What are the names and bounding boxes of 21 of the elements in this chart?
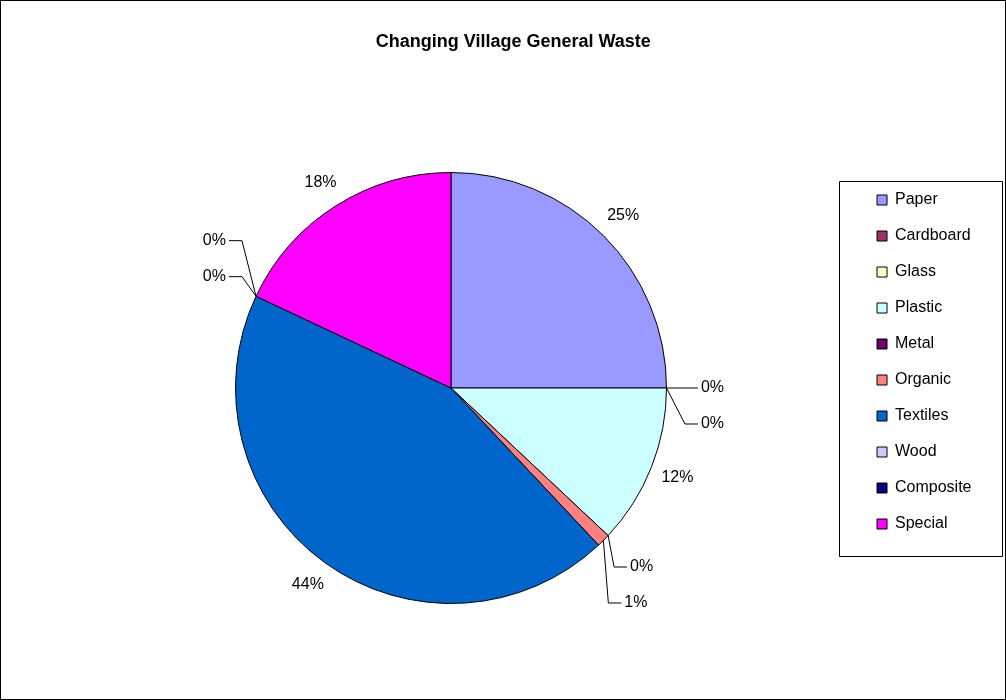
data-label: 44% xyxy=(291,575,324,593)
text: 0% xyxy=(202,231,226,249)
data-label: 25% xyxy=(607,206,640,224)
text: 0% xyxy=(202,267,226,285)
legend-label: Organic xyxy=(895,370,952,388)
text: 0% xyxy=(630,557,654,575)
legend-label: Textiles xyxy=(895,406,949,424)
legend-label: Cardboard xyxy=(895,226,971,244)
text: 0% xyxy=(700,378,725,396)
data-label: 12% xyxy=(661,468,694,486)
data-label: 1% xyxy=(624,593,648,611)
data-label: 18% xyxy=(304,172,337,190)
text: 0% xyxy=(700,414,725,432)
legend-label: Special xyxy=(895,514,948,532)
legend-label: Paper xyxy=(895,190,939,208)
legend-label: Composite xyxy=(895,478,972,496)
legend-label: Glass xyxy=(895,262,936,280)
legend-label: Metal xyxy=(895,334,935,352)
chart-title: Changing Village General Waste xyxy=(375,30,651,51)
legend-label: Wood xyxy=(895,442,937,460)
legend-label: Plastic xyxy=(895,298,943,316)
